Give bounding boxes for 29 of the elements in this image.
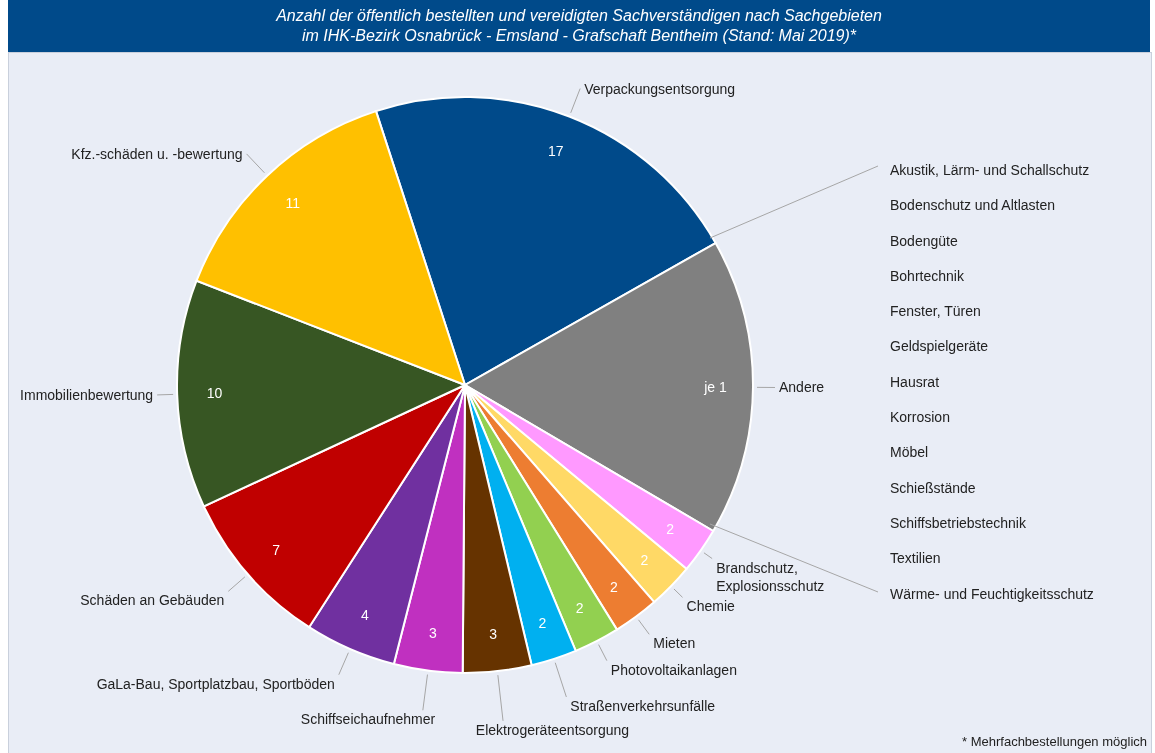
slice-label: Brandschutz, Explosionsschutz — [716, 559, 825, 594]
data-label: 2 — [666, 520, 675, 537]
data-label: 17 — [547, 143, 564, 160]
slice-label: Straßenverkehrsunfälle — [570, 697, 716, 714]
slice-label: Chemie — [686, 598, 735, 615]
slice-label: Verpackungsentsorgung — [584, 80, 736, 97]
slice-label: Andere — [778, 379, 825, 396]
data-label: 10 — [206, 385, 223, 402]
slice-label: Kfz.-schäden u. -bewertung — [71, 145, 243, 162]
data-label: 2 — [538, 615, 547, 632]
data-label: je 1 — [703, 379, 728, 396]
data-label: 3 — [428, 625, 437, 642]
slice-label: Immobilienbewertung — [20, 386, 154, 403]
data-label: 7 — [272, 541, 281, 558]
slice-label: Mieten — [653, 635, 696, 652]
slice-label: Photovoltaikanlagen — [610, 661, 737, 678]
data-label: 3 — [489, 625, 498, 642]
slice-label: Schiffseichaufnehmer — [300, 711, 436, 728]
chart-title: Anzahl der öffentlich bestellten und vereidigten Sachverständigen nach Sachgebieten im IHK-Bezirk Osnabrück - Emsland - Grafschaft Bentheim (Stand: Mai 2019)* — [274, 6, 883, 46]
data-label: 2 — [610, 578, 619, 595]
text: * Mehrfachbestellungen möglich — [962, 734, 1147, 749]
data-label: 4 — [361, 606, 370, 623]
slice-label: GaLa-Bau, Sportplatzbau, Sportböden — [96, 675, 335, 692]
data-label: 2 — [640, 552, 649, 569]
text: Akustik, Lärm- und Schallschutz Bodenschutz und Altlasten Bodengüte Bohrtechnik Fenster, Türen Geldspielgeräte Hausrat Korrosion Möbel Schießstände Schiffsbetriebstechnik Textilien Wärme- und Feuchtigkeitsschutz — [890, 162, 1094, 602]
data-label: 11 — [285, 194, 301, 211]
slice-label: Elektrogeräteentsorgung — [475, 721, 630, 738]
data-label: 2 — [575, 599, 584, 616]
slice-label: Schäden an Gebäuden — [80, 592, 225, 609]
